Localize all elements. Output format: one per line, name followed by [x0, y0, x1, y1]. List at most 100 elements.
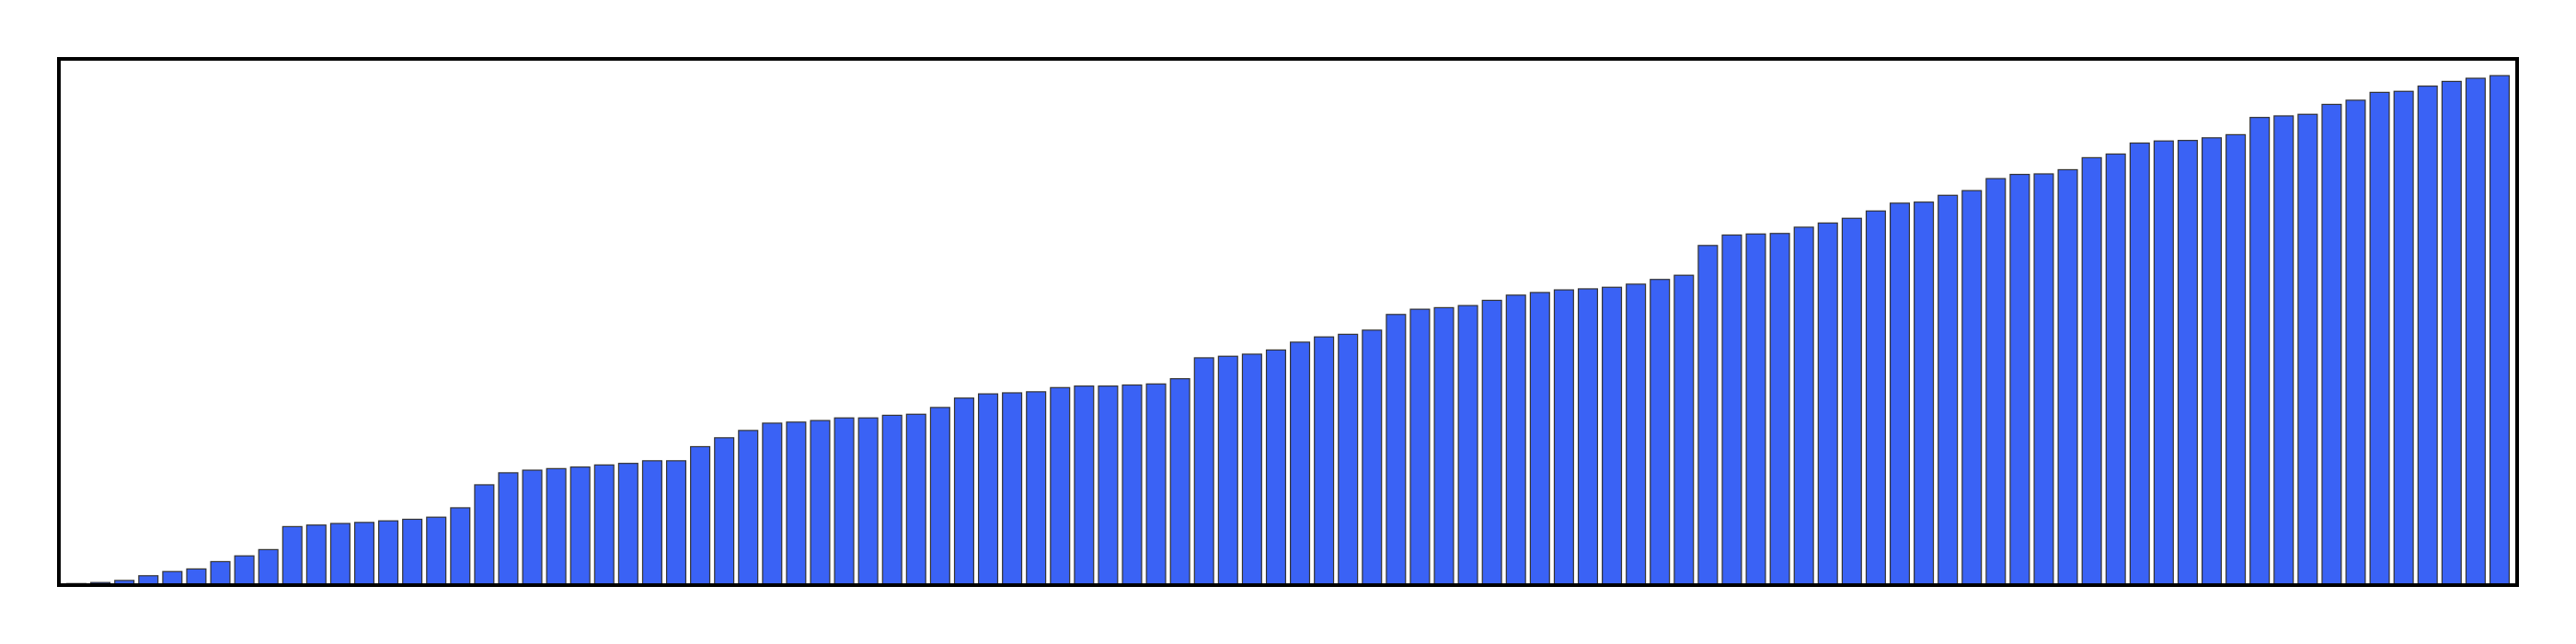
- bar-37: [929, 407, 950, 586]
- bar-13: [353, 522, 375, 586]
- bar-36: [905, 413, 926, 586]
- bar-97: [2369, 91, 2390, 586]
- bar-89: [2177, 140, 2198, 586]
- bar-48: [1193, 357, 1214, 586]
- bar-62: [1529, 292, 1550, 586]
- bar-87: [2129, 142, 2150, 586]
- bar-20: [522, 469, 543, 586]
- bar-50: [1241, 353, 1262, 586]
- bar-66: [1626, 283, 1647, 586]
- bar-74: [1817, 222, 1838, 586]
- bar-51: [1265, 349, 1286, 586]
- bar-18: [474, 484, 495, 586]
- bar-84: [2057, 168, 2078, 586]
- bar-15: [402, 518, 423, 586]
- bar-6: [186, 568, 207, 586]
- bar-53: [1314, 336, 1335, 586]
- bar-100: [2441, 80, 2462, 586]
- bar-79: [1938, 194, 1959, 586]
- bar-81: [1985, 178, 2007, 586]
- bar-28: [714, 437, 735, 586]
- plot-frame: [57, 57, 2519, 587]
- bar-25: [641, 460, 662, 586]
- bar-67: [1650, 279, 1671, 586]
- bar-46: [1145, 383, 1167, 586]
- bar-38: [953, 397, 974, 586]
- bar-99: [2417, 85, 2438, 586]
- bar-group: [66, 75, 2510, 586]
- bar-44: [1098, 385, 1119, 586]
- bar-30: [762, 422, 783, 586]
- bar-75: [1841, 217, 1862, 586]
- bar-12: [329, 523, 351, 586]
- bar-94: [2297, 113, 2318, 586]
- bar-76: [1865, 210, 1886, 586]
- bar-83: [2033, 173, 2054, 586]
- bar-8: [234, 555, 255, 586]
- bar-16: [426, 516, 447, 586]
- bar-56: [1386, 314, 1407, 586]
- bar-23: [593, 464, 615, 586]
- bar-29: [738, 430, 759, 586]
- bar-77: [1889, 202, 1911, 586]
- bar-57: [1409, 308, 1431, 586]
- bar-9: [258, 548, 279, 586]
- bar-47: [1169, 378, 1190, 586]
- bar-21: [546, 467, 567, 586]
- bar-78: [1914, 201, 1935, 586]
- bar-96: [2345, 99, 2366, 586]
- bar-42: [1050, 386, 1071, 586]
- bar-98: [2393, 90, 2414, 586]
- bar-65: [1602, 286, 1623, 586]
- bar-60: [1481, 299, 1502, 586]
- bar-90: [2201, 137, 2223, 586]
- bar-52: [1290, 341, 1311, 586]
- bar-68: [1673, 274, 1695, 586]
- bar-63: [1553, 289, 1574, 586]
- bar-10: [282, 525, 303, 586]
- bar-101: [2465, 77, 2486, 586]
- bar-41: [1026, 391, 1047, 586]
- bar-58: [1433, 306, 1455, 586]
- bar-45: [1121, 384, 1143, 586]
- bar-54: [1338, 333, 1359, 586]
- bar-73: [1793, 226, 1814, 586]
- bar-80: [1961, 190, 1983, 586]
- bar-69: [1697, 245, 1719, 586]
- bar-86: [2105, 153, 2126, 586]
- bar-59: [1457, 305, 1478, 586]
- bar-19: [498, 472, 519, 586]
- bar-85: [2081, 156, 2102, 586]
- bar-95: [2321, 103, 2342, 586]
- bar-27: [690, 445, 711, 586]
- bar-72: [1769, 233, 1790, 586]
- bar-39: [977, 393, 999, 586]
- bar-61: [1505, 294, 1526, 586]
- bar-34: [857, 417, 879, 586]
- bar-82: [2009, 173, 2030, 586]
- bar-102: [2489, 75, 2510, 586]
- bar-40: [1002, 392, 1023, 586]
- bar-55: [1362, 329, 1383, 586]
- bar-70: [1721, 234, 1742, 586]
- bar-26: [665, 460, 687, 586]
- bar-32: [810, 420, 831, 586]
- bar-88: [2153, 140, 2174, 586]
- bar-24: [617, 463, 638, 586]
- bar-71: [1745, 233, 1766, 586]
- bar-33: [834, 417, 855, 586]
- bar-93: [2273, 115, 2294, 586]
- bar-43: [1074, 385, 1095, 586]
- bar-91: [2225, 133, 2247, 586]
- bar-92: [2249, 117, 2271, 586]
- bar-5: [162, 570, 183, 586]
- bar-64: [1577, 288, 1599, 586]
- bar-17: [450, 507, 471, 586]
- bar-31: [786, 421, 807, 586]
- bar-22: [569, 466, 591, 586]
- bar-7: [210, 560, 231, 586]
- bar-49: [1217, 355, 1238, 586]
- bar-14: [378, 520, 399, 586]
- bar-11: [305, 524, 327, 586]
